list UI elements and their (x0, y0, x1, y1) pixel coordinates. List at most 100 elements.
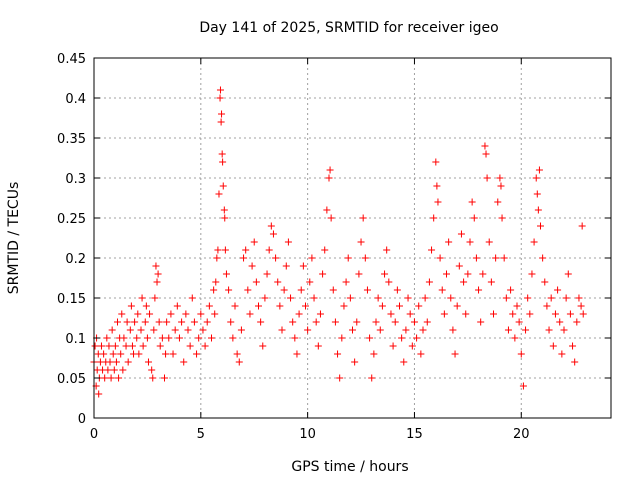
data-point (142, 302, 150, 310)
data-point (221, 246, 229, 254)
data-point (410, 318, 418, 326)
data-point (120, 334, 128, 342)
data-point (117, 350, 125, 358)
data-point (162, 350, 170, 358)
data-point (497, 182, 505, 190)
y-tick-label: 0.35 (57, 132, 86, 147)
data-point (404, 294, 412, 302)
data-point (297, 286, 305, 294)
data-point (433, 182, 441, 190)
data-point (359, 214, 367, 222)
data-point (221, 214, 229, 222)
data-point (528, 270, 536, 278)
data-point (545, 326, 553, 334)
data-point (475, 286, 483, 294)
data-point (353, 318, 361, 326)
data-point (481, 142, 489, 150)
data-point (100, 350, 108, 358)
data-point (255, 302, 262, 310)
data-point (515, 318, 523, 326)
data-point (97, 342, 105, 350)
data-point (165, 334, 173, 342)
data-point (215, 190, 223, 198)
data-point (203, 318, 211, 326)
data-point (167, 310, 175, 318)
data-point (213, 254, 221, 262)
data-point (246, 310, 254, 318)
data-point (462, 310, 470, 318)
data-point (218, 150, 226, 158)
y-tick-label: 0.45 (57, 52, 86, 67)
data-point (494, 198, 502, 206)
x-axis-title: GPS time / hours (291, 459, 408, 475)
data-point (242, 246, 250, 254)
data-point (188, 294, 196, 302)
data-point (144, 358, 152, 366)
data-point (235, 358, 243, 366)
data-point (274, 278, 282, 286)
data-point (357, 238, 365, 246)
data-point (569, 342, 577, 350)
data-point (560, 326, 568, 334)
data-point (498, 214, 506, 222)
data-point (219, 182, 227, 190)
data-point (346, 294, 354, 302)
data-point (267, 222, 275, 230)
x-tick-label: 15 (406, 427, 423, 442)
data-point (104, 366, 112, 374)
data-point (547, 294, 555, 302)
data-point (299, 262, 307, 270)
data-point (492, 254, 500, 262)
data-point (325, 174, 333, 182)
data-point (156, 342, 164, 350)
data-point (398, 334, 406, 342)
y-tick-label: 0.05 (57, 372, 86, 387)
data-point (323, 206, 331, 214)
data-point (368, 374, 376, 382)
x-tick-label: 5 (197, 427, 205, 442)
y-tick-label: 0.3 (65, 172, 86, 187)
data-point (533, 190, 541, 198)
data-point (259, 342, 267, 350)
data-point (436, 254, 444, 262)
data-point (134, 310, 142, 318)
data-point (326, 166, 334, 174)
data-point (314, 342, 322, 350)
data-point (146, 310, 154, 318)
data-point (524, 294, 532, 302)
data-point (425, 278, 433, 286)
data-point (383, 246, 391, 254)
data-point (149, 374, 157, 382)
data-point (169, 350, 177, 358)
data-point (340, 302, 348, 310)
data-point (355, 270, 363, 278)
data-point (310, 294, 318, 302)
data-point (186, 342, 194, 350)
data-point (284, 238, 292, 246)
data-point (387, 310, 395, 318)
data-point (302, 302, 309, 310)
data-point (105, 342, 113, 350)
data-point (171, 326, 179, 334)
data-point (137, 326, 145, 334)
data-point (336, 374, 344, 382)
data-point (363, 286, 371, 294)
data-point (534, 206, 542, 214)
grid-lines (94, 58, 611, 418)
data-point (295, 310, 303, 318)
data-point (280, 286, 288, 294)
data-point (472, 254, 480, 262)
data-point (479, 270, 487, 278)
y-axis-title: SRMTID / TECUs (6, 182, 22, 295)
data-point (282, 262, 290, 270)
data-point (374, 294, 382, 302)
data-point (237, 326, 245, 334)
data-point (289, 318, 297, 326)
data-point (101, 374, 109, 382)
data-point (417, 350, 425, 358)
data-point (131, 318, 139, 326)
data-point (220, 206, 228, 214)
data-point (216, 94, 224, 102)
data-point (432, 158, 440, 166)
data-point (212, 278, 220, 286)
